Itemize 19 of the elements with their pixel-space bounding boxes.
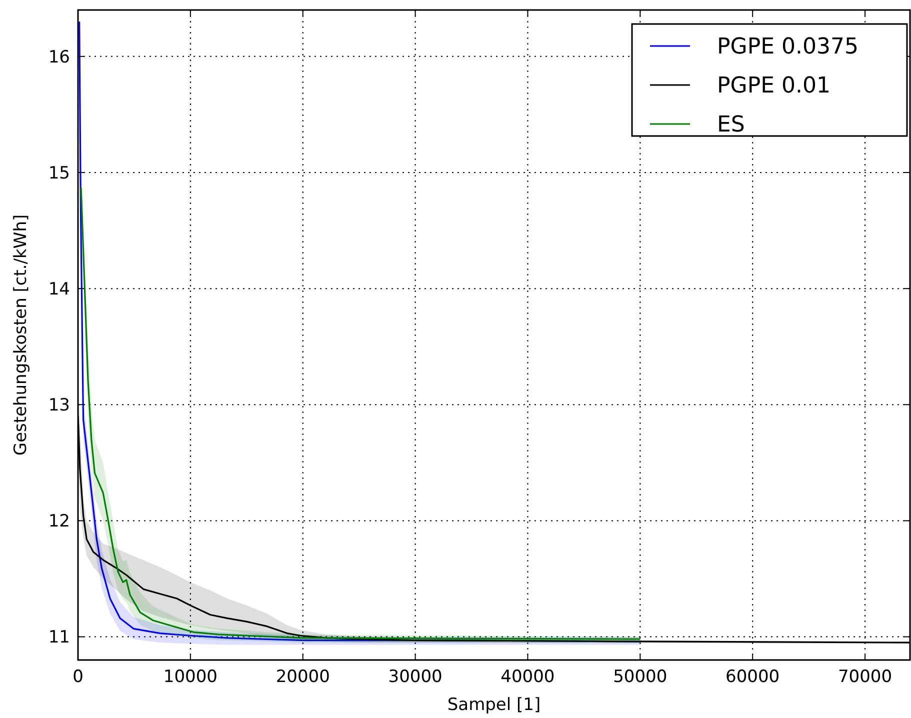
legend-label: PGPE 0.0375 xyxy=(717,34,858,60)
x-tick-label: 30000 xyxy=(388,667,442,687)
x-tick-label: 10000 xyxy=(163,667,218,687)
x-axis-title: Sampel [1] xyxy=(447,695,541,715)
x-tick-label: 50000 xyxy=(613,667,668,687)
x-tick-label: 70000 xyxy=(838,667,892,687)
x-tick-label: 0 xyxy=(72,667,84,687)
legend-label: PGPE 0.01 xyxy=(717,74,830,99)
y-tick-label: 15 xyxy=(48,163,70,184)
legend-label: ES xyxy=(717,112,745,138)
y-tick-label: 14 xyxy=(48,280,70,300)
x-tick-label: 60000 xyxy=(726,667,780,687)
y-axis-title: Gestehungskosten [ct./kWh] xyxy=(11,214,31,456)
y-tick-label: 16 xyxy=(48,47,70,68)
y-tick-label: 11 xyxy=(48,628,70,648)
y-tick-label: 12 xyxy=(48,512,70,532)
y-tick-label: 13 xyxy=(48,396,70,416)
x-tick-label: 40000 xyxy=(500,667,555,687)
x-tick-label: 20000 xyxy=(276,667,330,687)
